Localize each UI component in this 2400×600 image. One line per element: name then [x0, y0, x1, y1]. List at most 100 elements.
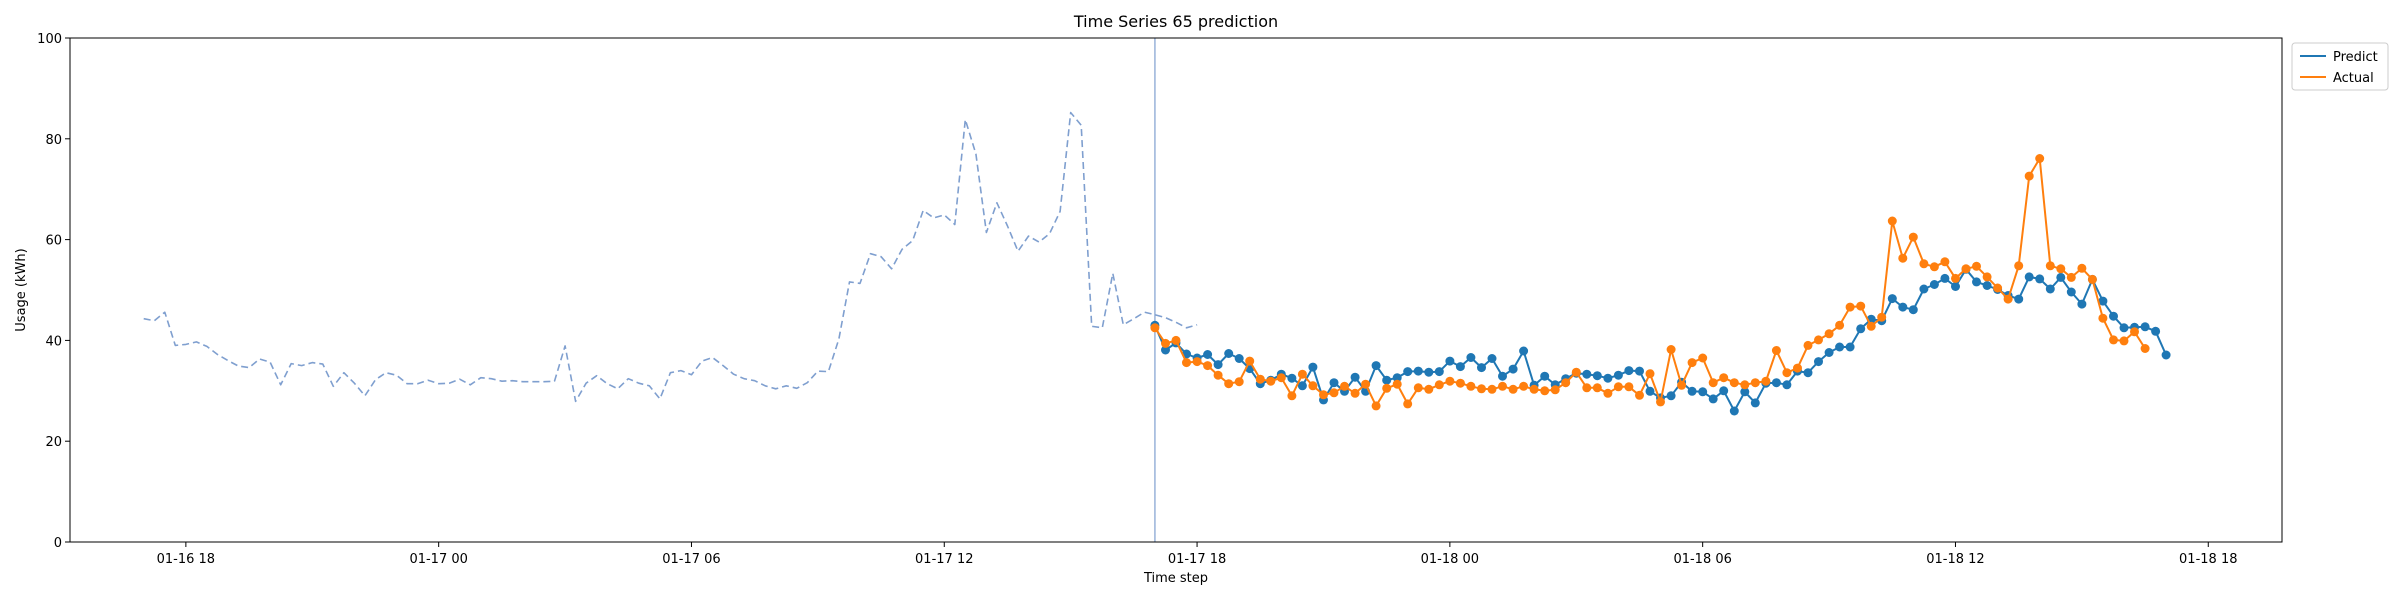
predict-point	[2077, 299, 2087, 309]
x-tick-label: 01-17 18	[1168, 552, 1226, 567]
predict-point	[2045, 284, 2055, 294]
actual-point	[1540, 386, 1550, 396]
predict-point	[1477, 363, 1486, 373]
actual-point	[1898, 253, 1908, 263]
actual-point	[1750, 378, 1760, 388]
actual-point	[1161, 338, 1170, 348]
predict-point	[1329, 378, 1339, 388]
actual-point	[1477, 384, 1486, 394]
actual-point	[2035, 154, 2045, 163]
actual-point	[1561, 378, 1571, 388]
predict-point	[1603, 373, 1613, 383]
y-tick-label: 80	[45, 133, 62, 148]
actual-point	[1877, 312, 1887, 322]
predict-point	[1635, 366, 1644, 376]
actual-point	[1793, 363, 1802, 373]
actual-point	[1276, 373, 1286, 383]
actual-point	[1371, 401, 1381, 411]
actual-point	[2014, 261, 2024, 271]
actual-point	[1582, 383, 1592, 393]
actual-point	[1266, 376, 1276, 386]
y-tick-label: 60	[45, 234, 62, 249]
predict-point	[1929, 280, 1939, 289]
actual-point	[1645, 369, 1655, 379]
actual-point	[1234, 377, 1244, 387]
legend-actual-label: Actual	[2333, 71, 2374, 86]
actual-point	[1350, 388, 1360, 398]
actual-point	[1951, 273, 1960, 283]
actual-point	[1171, 335, 1181, 345]
actual-point	[1424, 384, 1434, 394]
actual-point	[1519, 381, 1529, 391]
y-axis-label: Usage (kWh)	[14, 248, 29, 331]
x-tick-label: 01-18 00	[1421, 552, 1479, 567]
actual-point	[1213, 370, 1223, 380]
actual-point	[1403, 399, 1413, 409]
predict-point	[1898, 302, 1908, 312]
predict-point	[1287, 373, 1297, 383]
x-tick-label: 01-17 06	[662, 552, 720, 567]
predict-point	[1498, 371, 1507, 381]
actual-point	[2066, 272, 2076, 282]
legend-frame	[2291, 42, 2389, 91]
actual-point	[1466, 381, 1476, 391]
legend-predict-label: Predict	[2333, 50, 2378, 65]
plot-area	[69, 37, 2283, 543]
y-tick-label: 100	[37, 32, 62, 47]
predict-point	[1234, 354, 1244, 363]
history-line	[143, 111, 1198, 403]
x-axis: 01-16 18 01-17 00 01-17 06 01-17 12 01-17 18…	[157, 542, 2237, 567]
predict-point	[1645, 386, 1655, 396]
actual-point	[1835, 320, 1845, 330]
x-tick-label: 01-17 00	[409, 552, 467, 567]
y-tick-label: 0	[54, 536, 62, 551]
predict-point	[1382, 375, 1392, 385]
predict-point	[1887, 294, 1897, 304]
actual-point	[2003, 294, 2013, 304]
y-tick-label: 20	[45, 435, 62, 450]
predict-line	[1153, 268, 2168, 412]
actual-point	[1771, 346, 1781, 355]
y-axis: 0 20 40 60 80 100	[37, 32, 70, 551]
predict-point	[1297, 381, 1307, 391]
actual-point	[1961, 264, 1971, 274]
predict-point	[1392, 373, 1402, 383]
predict-point	[1445, 356, 1455, 366]
plot-frame	[69, 37, 2283, 543]
predict-point	[2014, 294, 2024, 304]
actual-point	[2130, 327, 2139, 337]
predict-point	[1308, 362, 1318, 372]
actual-point	[2024, 171, 2034, 181]
predict-point	[1624, 366, 1634, 376]
predict-point	[1203, 350, 1213, 359]
actual-point	[1203, 361, 1213, 371]
x-tick-label: 01-16 18	[157, 552, 215, 567]
actual-point	[1329, 388, 1339, 398]
predict-point	[2119, 323, 2129, 333]
actual-point	[1434, 380, 1444, 390]
actual-point	[1550, 385, 1560, 395]
predict-point	[1371, 361, 1381, 371]
actual-point	[1719, 373, 1729, 383]
predict-point	[1519, 346, 1529, 356]
predict-point	[1750, 398, 1760, 408]
actual-point	[1972, 261, 1981, 271]
actual-point	[1708, 378, 1718, 388]
actual-point	[2087, 274, 2097, 284]
predict-point	[1814, 357, 1823, 367]
predict-point	[1413, 366, 1423, 376]
predict-point	[1845, 342, 1855, 352]
actual-point	[1866, 321, 1876, 331]
actual-point	[1297, 369, 1307, 379]
actual-point	[1498, 381, 1507, 391]
x-tick-label: 01-17 12	[915, 552, 973, 567]
predict-point	[1687, 386, 1697, 396]
predict-point	[1698, 387, 1708, 397]
predict-point	[1666, 391, 1676, 401]
actual-point	[1666, 345, 1676, 354]
predict-point	[1951, 282, 1960, 291]
predict-point	[1487, 354, 1497, 363]
predict-point	[2035, 274, 2045, 284]
actual-point	[2140, 344, 2150, 353]
actual-point	[1803, 340, 1813, 350]
